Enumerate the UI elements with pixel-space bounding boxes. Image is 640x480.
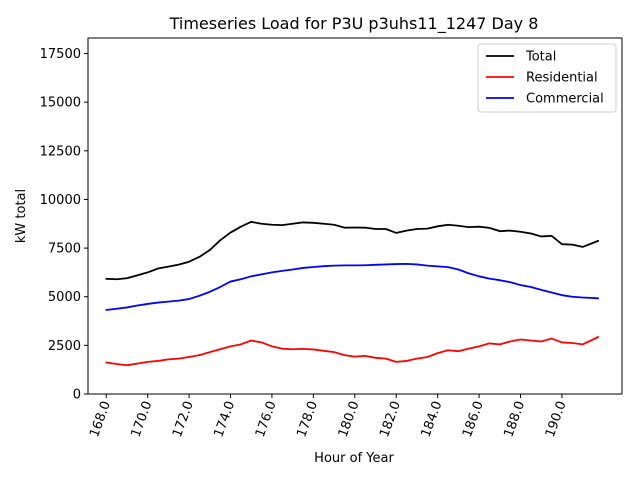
- y-tick-label: 10000: [40, 193, 81, 208]
- legend: Total Residential Commercial: [477, 43, 617, 113]
- legend-label-commercial: Commercial: [526, 92, 604, 107]
- y-tick-label: 15000: [40, 96, 81, 111]
- legend-label-total: Total: [525, 50, 556, 65]
- series-line-commercial: [105, 262, 600, 311]
- y-tick-label: 7500: [48, 242, 81, 257]
- y-tick-label: 0: [73, 388, 81, 403]
- x-axis-label: Hour of Year: [314, 451, 394, 466]
- legend-box: [477, 43, 617, 113]
- series-line-residential: [105, 336, 600, 367]
- chart-title: Timeseries Load for P3U p3uhs11_1247 Day…: [169, 14, 539, 34]
- series-line-total: [105, 220, 600, 281]
- y-tick-label: 2500: [48, 339, 81, 354]
- plot-lines: [105, 220, 600, 367]
- y-axis-ticks: 0 2500 5000 7500 10000 12500 15000 17500: [40, 47, 88, 403]
- y-axis-label: kW total: [14, 189, 29, 243]
- y-tick-label: 17500: [40, 47, 81, 62]
- legend-label-residential: Residential: [526, 71, 598, 86]
- y-tick-label: 5000: [48, 290, 81, 305]
- y-tick-label: 12500: [40, 144, 81, 159]
